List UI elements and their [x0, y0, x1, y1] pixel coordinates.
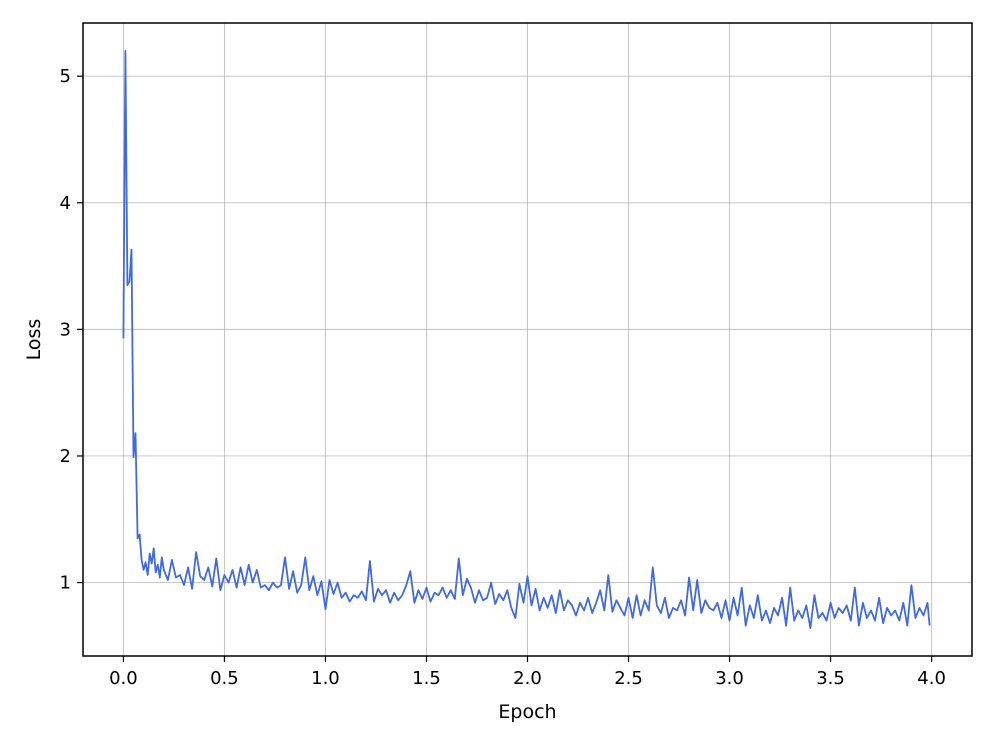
x-tick-label: 1.5 — [412, 668, 441, 689]
y-tick-label: 4 — [60, 193, 71, 214]
x-tick-label: 0.0 — [109, 668, 138, 689]
y-tick-label: 1 — [60, 573, 71, 594]
x-tick-label: 4.0 — [917, 668, 946, 689]
x-axis: 0.0 0.5 1.0 1.5 2.0 2.5 3.0 3.5 4.0 — [109, 656, 946, 689]
x-tick-label: 2.5 — [614, 668, 643, 689]
x-tick-label: 1.0 — [311, 668, 340, 689]
x-axis-label: Epoch — [498, 701, 556, 723]
x-tick-label: 3.5 — [816, 668, 845, 689]
y-tick-label: 5 — [60, 66, 71, 87]
x-tick-label: 2.0 — [513, 668, 542, 689]
y-tick-label: 3 — [60, 319, 71, 340]
grid — [83, 23, 972, 656]
loss-line — [122, 50, 931, 629]
y-axis: 1 2 3 4 5 — [60, 66, 83, 594]
y-tick-label: 2 — [60, 446, 71, 467]
x-tick-label: 0.5 — [210, 668, 239, 689]
series-layer — [122, 50, 931, 629]
x-tick-label: 3.0 — [715, 668, 744, 689]
y-axis-label: Loss — [23, 319, 45, 361]
